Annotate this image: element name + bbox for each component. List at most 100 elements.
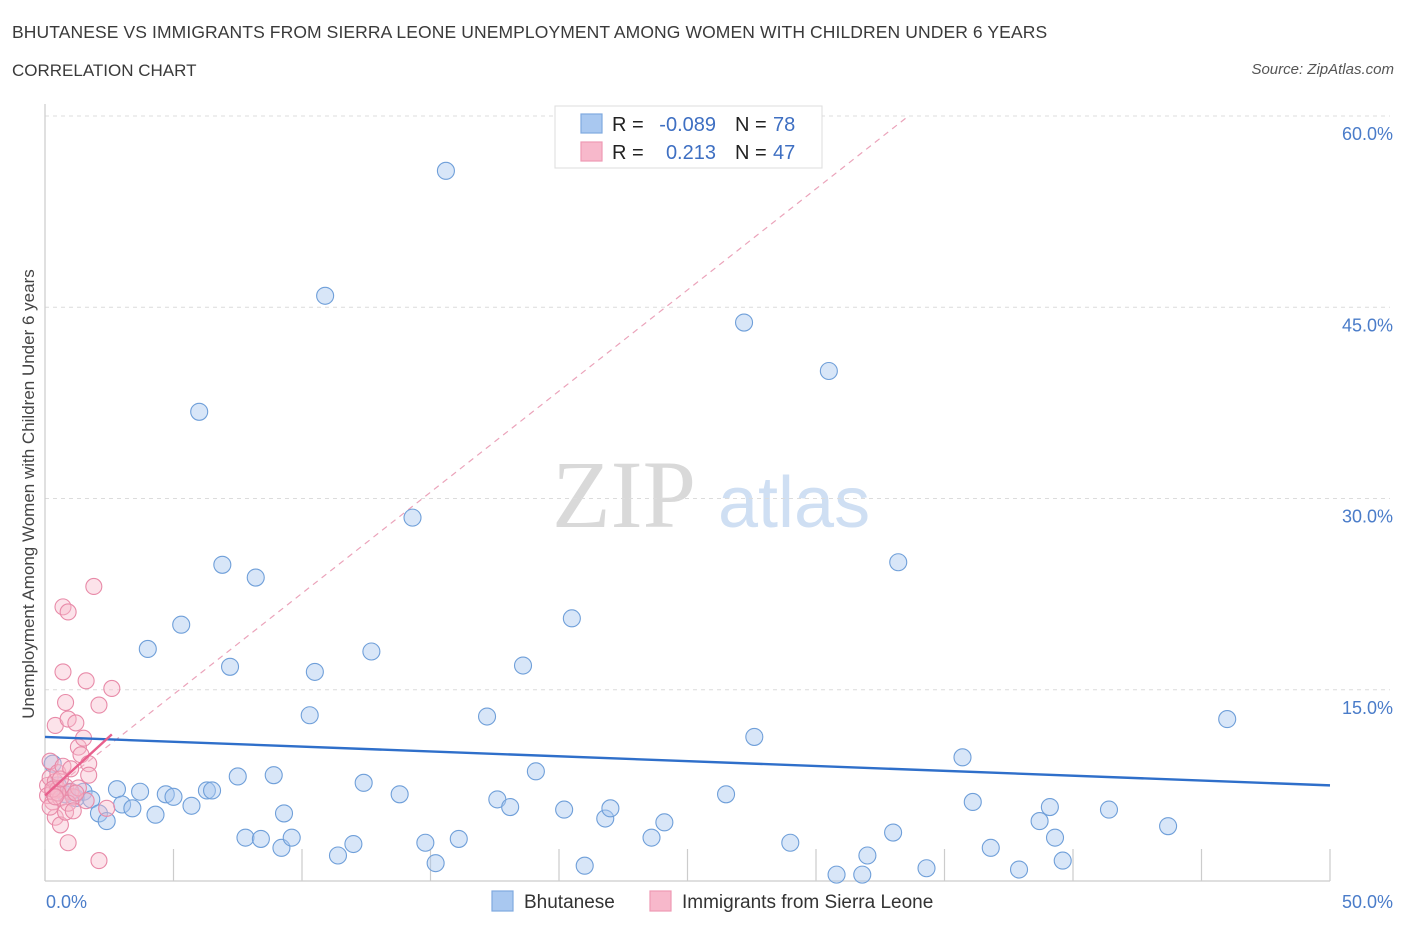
trend-lines-extended <box>44 115 909 797</box>
bhutanese-point <box>1218 710 1237 729</box>
bhutanese-point <box>884 823 903 842</box>
bhutanese-point <box>889 553 908 572</box>
source-label: Source: ZipAtlas.com <box>1251 61 1394 78</box>
bhutanese-point <box>138 639 157 659</box>
legend-n-label: N = <box>735 142 767 164</box>
bhutanese-point <box>164 787 183 806</box>
bhutanese-point <box>1099 800 1119 819</box>
sierra-leone-point <box>62 760 80 778</box>
bhutanese-point <box>858 846 877 865</box>
sierra-leone-trend-line <box>44 733 113 797</box>
bhutanese-point <box>107 780 127 799</box>
bhutanese-point <box>97 812 116 831</box>
sierra-leone-point <box>90 696 108 714</box>
bhutanese-point <box>43 754 62 773</box>
sierra-leone-point <box>57 693 75 712</box>
bhutanese-point <box>555 800 574 819</box>
bhutanese-point <box>526 762 545 781</box>
bhutanese-point <box>182 796 201 815</box>
chart-subtitle: CORRELATION CHART <box>12 61 197 80</box>
sierra-leone-point <box>85 577 103 596</box>
bhutanese-point <box>1053 851 1072 870</box>
sierra-leone-point <box>51 770 69 788</box>
bhutanese-point <box>477 707 497 726</box>
bhutanese-point <box>354 773 373 792</box>
sierra-leone-point <box>67 784 85 802</box>
bhutanese-point <box>190 402 209 421</box>
bhutanese-point <box>655 813 674 832</box>
bhutanese-point <box>953 748 972 767</box>
sierra-leone-point <box>59 834 77 852</box>
sierra-leone-point <box>103 679 121 698</box>
sierra-leone-point <box>69 779 87 797</box>
bhutanese-point <box>426 854 445 873</box>
y-tick-label: 60.0% <box>1342 124 1393 144</box>
x-tick-labels: 0.0% 50.0% <box>46 892 1393 912</box>
legend-r-value: 0.213 <box>666 142 716 164</box>
legend-swatch-bhutanese <box>580 113 603 134</box>
bhutanese-point <box>300 706 319 725</box>
bhutanese-point <box>513 656 533 675</box>
sierra-leone-point <box>90 852 108 870</box>
bottom-legend-label-sierra-leone: Immigrants from Sierra Leone <box>682 892 933 913</box>
watermark-zip: ZIP <box>552 441 696 548</box>
bhutanese-point <box>328 846 348 865</box>
sierra-leone-point <box>64 802 82 820</box>
sierra-leone-point <box>54 663 72 681</box>
sierra-leone-point <box>67 714 85 732</box>
sierra-leone-point <box>46 788 64 806</box>
x-tick-label: 0.0% <box>46 892 87 912</box>
y-tick-label: 15.0% <box>1342 698 1393 718</box>
sierra-leone-point <box>54 598 72 616</box>
bhutanese-trend-line <box>44 735 1331 787</box>
legend-n-value: 78 <box>773 114 795 136</box>
bhutanese-point <box>819 361 838 381</box>
bhutanese-point <box>601 799 620 818</box>
bhutanese-point <box>745 727 764 746</box>
bottom-legend-swatch-sierra-leone <box>649 890 672 912</box>
bhutanese-point <box>781 833 800 852</box>
chart-title: BHUTANESE VS IMMIGRANTS FROM SIERRA LEON… <box>12 22 1048 42</box>
bhutanese-points <box>43 161 1237 884</box>
bhutanese-point <box>123 799 142 818</box>
bhutanese-point <box>213 555 232 574</box>
sierra-leone-points <box>39 577 121 870</box>
y-tick-label: 45.0% <box>1342 315 1393 335</box>
bhutanese-point <box>1009 860 1029 879</box>
bhutanese-point <box>228 767 247 786</box>
bhutanese-point <box>220 657 240 676</box>
axes <box>44 104 1331 882</box>
sierra-leone-point <box>59 603 77 621</box>
y-tick-labels: 15.0% 30.0% 45.0% 60.0% <box>1342 124 1393 718</box>
bhutanese-point <box>251 829 270 848</box>
bhutanese-point <box>562 609 581 628</box>
bhutanese-point <box>282 828 301 847</box>
watermark: ZIP atlas <box>552 441 870 548</box>
bhutanese-point <box>264 766 283 785</box>
sierra-leone-point <box>98 799 116 817</box>
bhutanese-point <box>853 865 872 884</box>
legend: R = -0.089 N = 78 R = 0.213 N = 47 <box>554 105 823 169</box>
bhutanese-point <box>146 805 165 824</box>
x-tick-label: 50.0% <box>1342 892 1393 912</box>
bhutanese-point <box>316 286 335 305</box>
sierra-leone-point <box>41 798 59 816</box>
grid-lines <box>45 115 1390 691</box>
bhutanese-point <box>827 865 846 884</box>
bhutanese-point <box>596 809 615 828</box>
legend-swatch-sierra-leone <box>580 141 603 162</box>
bhutanese-point <box>362 642 381 661</box>
bhutanese-point <box>274 804 294 823</box>
legend-r-label: R = <box>612 142 644 164</box>
bhutanese-point <box>575 856 594 875</box>
bhutanese-point <box>1045 828 1065 847</box>
bhutanese-point <box>403 508 422 527</box>
legend-r-value: -0.089 <box>659 114 716 136</box>
y-tick-label: 30.0% <box>1342 507 1393 527</box>
bhutanese-point <box>436 161 455 180</box>
bhutanese-point <box>981 838 1000 857</box>
sierra-leone-point <box>77 672 95 690</box>
bottom-legend-label-bhutanese: Bhutanese <box>524 892 615 913</box>
legend-n-label: N = <box>735 114 767 136</box>
